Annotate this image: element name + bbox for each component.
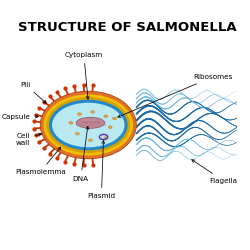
Text: Ribosomes: Ribosomes xyxy=(118,74,232,117)
Text: DNA: DNA xyxy=(72,126,89,182)
Text: Plasmolemma: Plasmolemma xyxy=(15,147,66,175)
Ellipse shape xyxy=(49,100,128,150)
Ellipse shape xyxy=(76,132,79,135)
Ellipse shape xyxy=(82,124,86,126)
Text: Plasmid: Plasmid xyxy=(87,141,116,199)
Ellipse shape xyxy=(88,139,92,141)
Text: Cytoplasm: Cytoplasm xyxy=(65,52,103,99)
Ellipse shape xyxy=(97,122,101,124)
Ellipse shape xyxy=(112,117,116,120)
Ellipse shape xyxy=(104,137,108,140)
Ellipse shape xyxy=(78,113,82,116)
Ellipse shape xyxy=(46,97,130,153)
Ellipse shape xyxy=(104,115,108,117)
Ellipse shape xyxy=(69,122,73,124)
Ellipse shape xyxy=(52,103,125,147)
Ellipse shape xyxy=(40,91,136,159)
Text: Capsule: Capsule xyxy=(2,114,38,120)
Text: ~~~~~: ~~~~~ xyxy=(80,120,101,125)
Text: STRUCTURE OF SALMONELLA: STRUCTURE OF SALMONELLA xyxy=(18,21,237,34)
Text: Cell
wall: Cell wall xyxy=(16,133,42,146)
Ellipse shape xyxy=(91,110,94,113)
Text: Pili: Pili xyxy=(20,82,46,103)
Ellipse shape xyxy=(108,126,112,128)
Ellipse shape xyxy=(76,117,105,128)
Ellipse shape xyxy=(44,94,133,156)
Text: Flagella: Flagella xyxy=(192,160,238,184)
